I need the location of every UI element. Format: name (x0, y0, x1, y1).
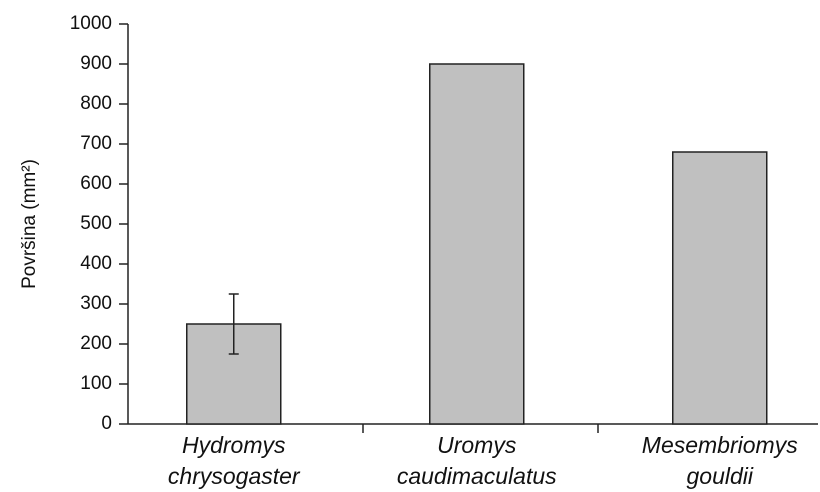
y-tick-label: 200 (80, 333, 112, 354)
y-tick-label: 100 (80, 373, 112, 394)
bar (429, 63, 525, 425)
y-tick-label: 0 (101, 413, 112, 434)
x-tick-label: Hydromys (182, 432, 286, 458)
x-tick-label: caudimaculatus (397, 463, 557, 489)
y-tick-label: 600 (80, 173, 112, 194)
y-tick-label: 300 (80, 293, 112, 314)
y-tick-label: 700 (80, 133, 112, 154)
x-tick-label: Mesembriomys (642, 432, 798, 458)
y-tick-label: 800 (80, 93, 112, 114)
x-tick-label: chrysogaster (168, 463, 301, 489)
bar (672, 151, 768, 425)
y-tick-label: 500 (80, 213, 112, 234)
y-tick-label: 1000 (70, 13, 112, 34)
x-tick-label: Uromys (437, 432, 517, 458)
y-axis-label: Površina (mm²) (19, 159, 40, 289)
x-tick-label: gouldii (687, 463, 754, 489)
y-tick-label: 400 (80, 253, 112, 274)
y-tick-label: 900 (80, 53, 112, 74)
